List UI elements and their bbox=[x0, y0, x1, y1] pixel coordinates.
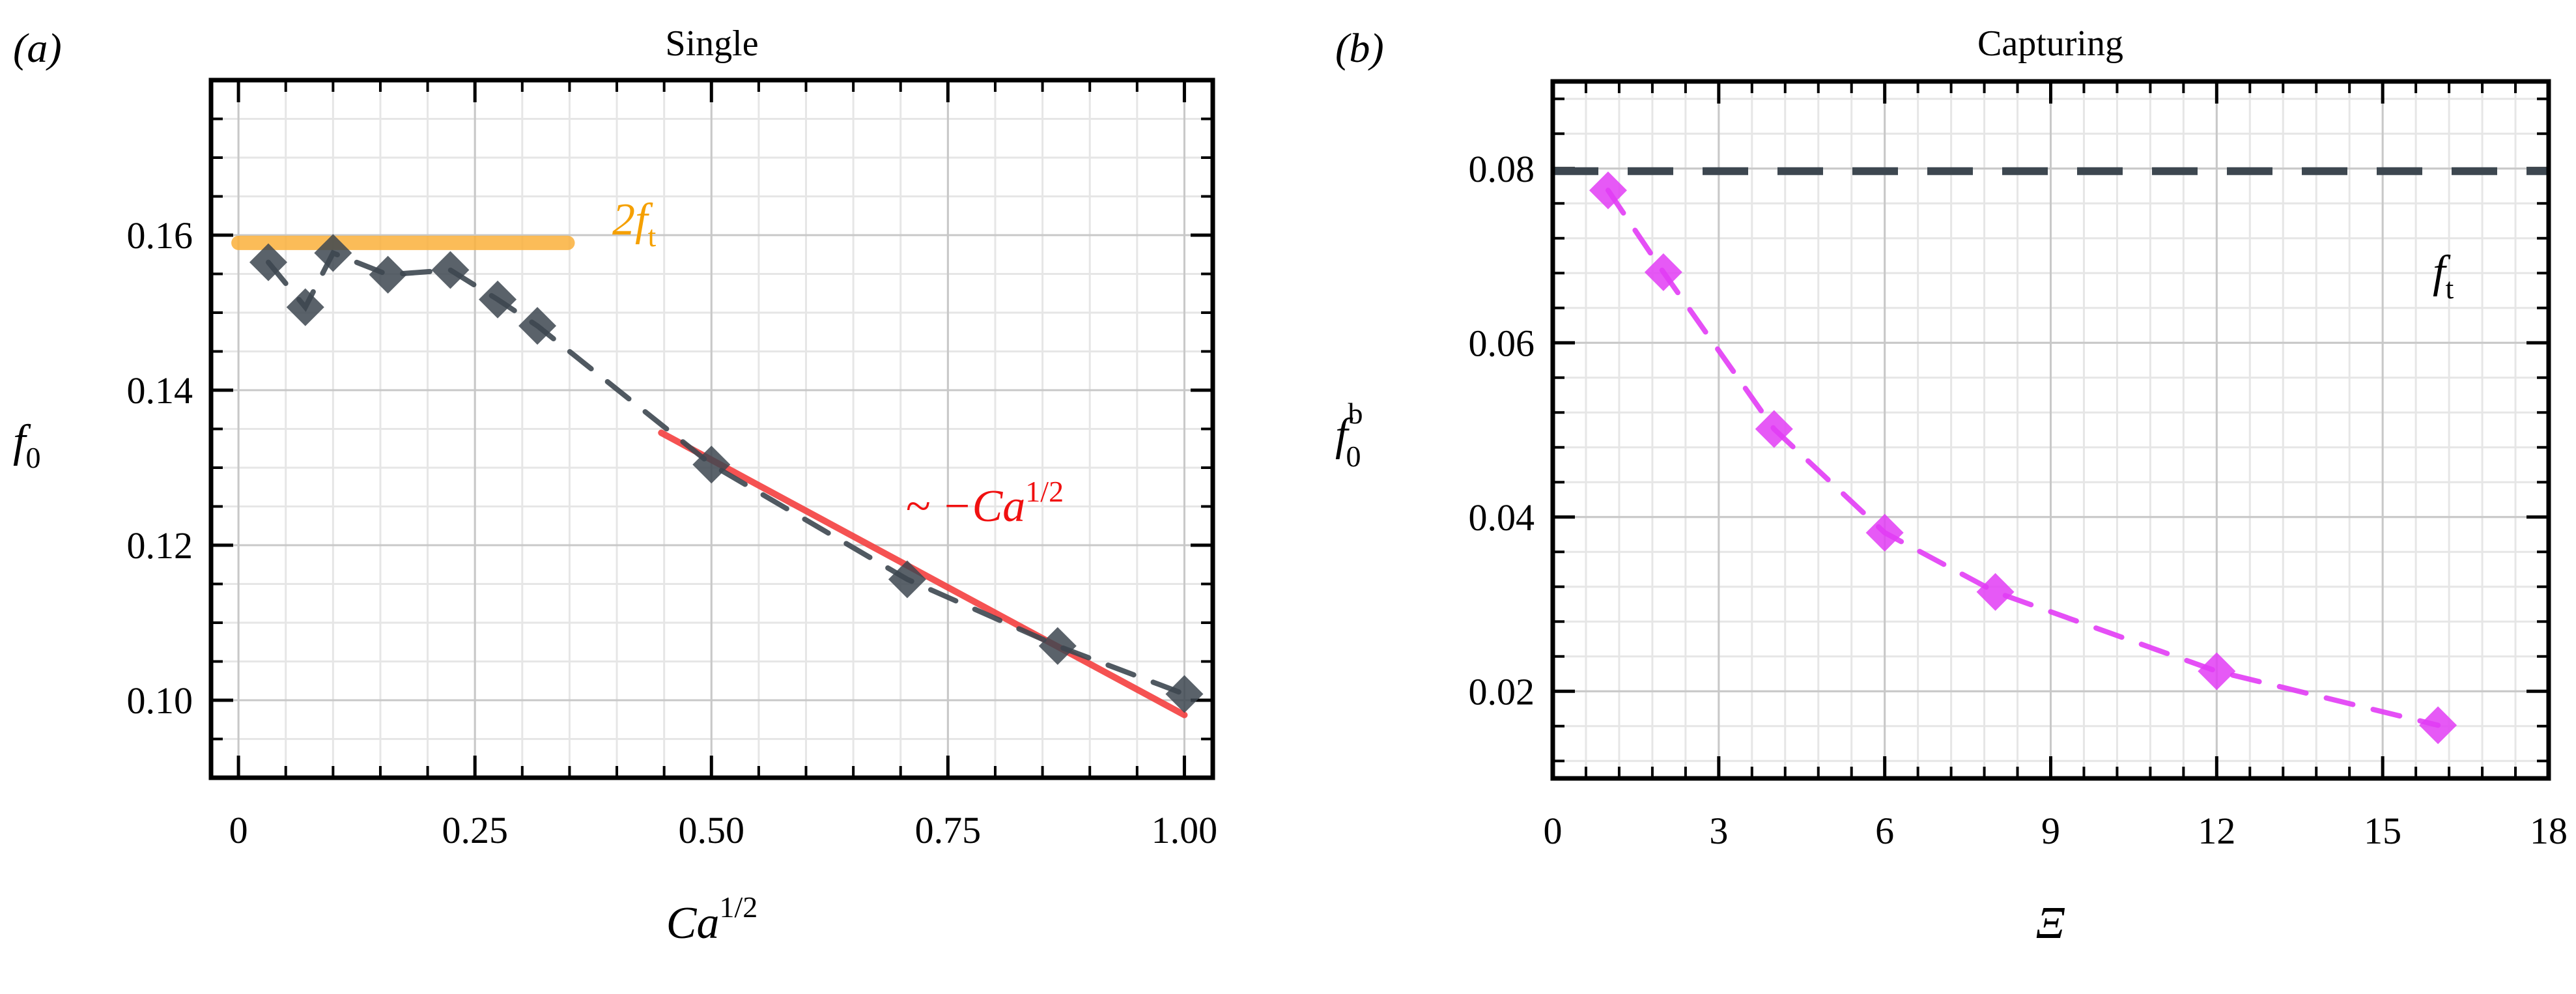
data-point-diamond bbox=[1865, 513, 1904, 552]
data-point-diamond bbox=[1165, 675, 1204, 713]
ylabel-b: fb 0 bbox=[1335, 397, 1363, 473]
panel-label-a: (a) bbox=[13, 25, 62, 71]
label-2ft: 2ft bbox=[612, 195, 656, 253]
data-point-diamond bbox=[518, 307, 557, 345]
x-tick-label: 0 bbox=[229, 809, 248, 851]
x-tick-label: 1.00 bbox=[1152, 809, 1218, 851]
y-tick-label: 0.08 bbox=[1469, 148, 1535, 190]
data-point-diamond bbox=[249, 243, 288, 281]
data-point-diamond bbox=[369, 255, 407, 294]
y-tick-label: 0.02 bbox=[1469, 670, 1535, 713]
label-ft: ft bbox=[2433, 247, 2454, 305]
xlabel-b: Ξ bbox=[2036, 898, 2065, 948]
data-point-diamond bbox=[479, 280, 517, 319]
panel-b: (b) Capturing 0 3 6 9 12 15 18 0.02 0.04 0.06 0.08… bbox=[1335, 23, 2568, 948]
data-point-diamond bbox=[1644, 253, 1682, 291]
ylabel-a: f0 bbox=[13, 416, 40, 474]
x-tick-label: 9 bbox=[2041, 810, 2060, 852]
y-tick-label: 0.06 bbox=[1469, 322, 1535, 364]
x-tick-label: 12 bbox=[2198, 810, 2235, 852]
data-point-diamond bbox=[1976, 573, 2015, 611]
data-point-diamond bbox=[1755, 410, 1793, 448]
x-tick-label: 15 bbox=[2364, 810, 2401, 852]
panel-a: (a) Single 0 0.25 0.50 0.75 1.00 0.10 0.12 0.14… bbox=[13, 23, 1217, 948]
title-a: Single bbox=[665, 23, 758, 64]
axes-frame bbox=[1550, 79, 2551, 781]
x-tick-label: 18 bbox=[2530, 810, 2568, 852]
x-tick-label: 6 bbox=[1875, 810, 1894, 852]
y-tick-label: 0.14 bbox=[127, 369, 193, 412]
y-tick-label: 0.10 bbox=[127, 679, 193, 722]
x-tick-label: 0.50 bbox=[679, 809, 745, 851]
data-point-diamond bbox=[692, 446, 731, 484]
xlabel-a: Ca1/2 bbox=[666, 890, 757, 948]
label-scaling: ~ −Ca1/2 bbox=[905, 475, 1064, 532]
x-tick-label: 0 bbox=[1544, 810, 1563, 852]
y-tick-label: 0.12 bbox=[127, 524, 193, 567]
data-point-diamond bbox=[2419, 706, 2457, 745]
axes-frame bbox=[208, 78, 1215, 780]
series-dashed-line bbox=[266, 249, 1187, 697]
data-point-diamond bbox=[1038, 627, 1077, 665]
data-point-diamond bbox=[314, 234, 352, 272]
x-tick-label: 0.75 bbox=[915, 809, 982, 851]
series-dashed-line bbox=[1605, 188, 2441, 728]
panel-label-b: (b) bbox=[1335, 25, 1384, 71]
data-point-diamond bbox=[1589, 171, 1627, 210]
data-point-diamond bbox=[888, 560, 926, 599]
y-tick-label: 0.16 bbox=[127, 214, 193, 257]
x-tick-label: 0.25 bbox=[442, 809, 508, 851]
data-point-diamond bbox=[2198, 652, 2236, 690]
plot-area-b: 0 3 6 9 12 15 18 0.02 0.04 0.06 0.08 bbox=[1469, 79, 2568, 852]
x-tick-label: 3 bbox=[1709, 810, 1728, 852]
reference-line bbox=[658, 429, 1188, 718]
data-point-diamond bbox=[431, 251, 470, 289]
title-b: Capturing bbox=[1977, 23, 2123, 64]
plot-area-a: 0 0.25 0.50 0.75 1.00 0.10 0.12 0.14 0.16 bbox=[127, 78, 1218, 851]
y-tick-label: 0.04 bbox=[1469, 496, 1535, 539]
data-point-diamond bbox=[286, 288, 324, 326]
